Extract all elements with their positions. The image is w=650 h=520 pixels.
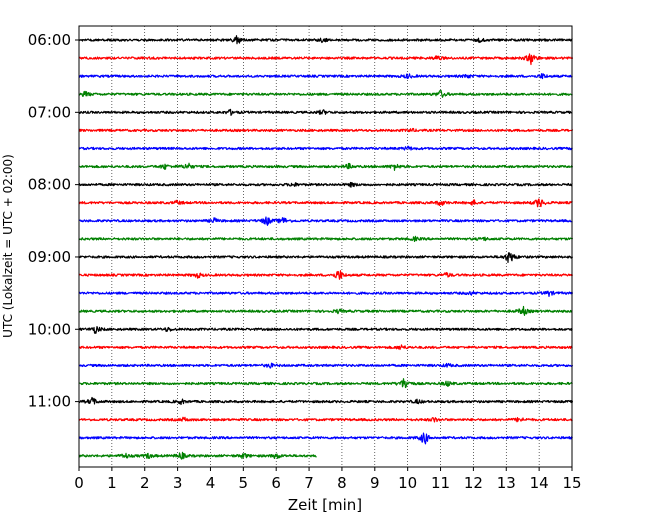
x-tick-label-15: 15 (562, 474, 581, 492)
x-tick-label-10: 10 (398, 474, 417, 492)
x-tick-label-12: 12 (464, 474, 483, 492)
x-tick-label-3: 3 (173, 474, 183, 492)
trace-1015 (78, 344, 573, 351)
x-axis-ticks: 0 1 2 3 4 5 6 7 8 9 10 11 12 13 14 15 (74, 467, 582, 492)
plot-area (78, 25, 574, 468)
trace-0600 (78, 35, 573, 45)
trace-1130 (78, 432, 573, 445)
trace-1100 (78, 396, 574, 406)
x-tick-label-1: 1 (107, 474, 117, 492)
trace-0645 (78, 89, 573, 98)
x-tick-label-2: 2 (140, 474, 150, 492)
x-axis-label: Zeit [min] (288, 496, 362, 514)
trace-0815 (78, 198, 573, 208)
x-tick-label-8: 8 (337, 474, 347, 492)
y-tick-label-4: 10:00 (28, 320, 71, 338)
y-tick-label-5: 11:00 (28, 393, 71, 411)
x-tick-label-4: 4 (206, 474, 216, 492)
trace-0845 (78, 235, 574, 243)
trace-0615 (78, 53, 574, 66)
trace-0800 (78, 181, 573, 188)
trace-0715 (78, 127, 574, 133)
trace-1030 (78, 362, 574, 369)
plot-border (78, 25, 573, 468)
trace-0900 (78, 251, 574, 264)
y-axis-ticks: 06:00 07:00 08:00 09:00 10:00 11:00 (28, 31, 79, 411)
trace-1000 (78, 325, 573, 335)
trace-0730 (78, 145, 573, 151)
plot-frame (79, 26, 572, 467)
trace-0630 (78, 73, 573, 80)
x-tick-label-6: 6 (271, 474, 281, 492)
y-tick-label-2: 08:00 (28, 176, 71, 194)
x-tick-label-11: 11 (431, 474, 450, 492)
trace-0945 (78, 305, 573, 316)
y-tick-label-3: 09:00 (28, 248, 71, 266)
x-tick-label-9: 9 (370, 474, 380, 492)
x-tick-label-13: 13 (497, 474, 516, 492)
x-tick-label-7: 7 (304, 474, 314, 492)
trace-1115 (78, 416, 573, 423)
trace-0915 (78, 270, 574, 280)
trace-1045 (78, 378, 573, 389)
x-tick-label-5: 5 (239, 474, 249, 492)
y-axis-label: UTC (Lokalzeit = UTC + 02:00) (1, 154, 15, 338)
y-tick-label-1: 07:00 (28, 103, 71, 121)
trace-0700 (78, 108, 573, 116)
y-tick-label-0: 06:00 (28, 31, 71, 49)
trace-1145 (78, 451, 317, 460)
trace-0830 (78, 216, 573, 226)
trace-0930 (78, 290, 574, 297)
trace-group (78, 35, 574, 460)
trace-0745 (78, 162, 574, 171)
x-tick-label-0: 0 (74, 474, 84, 492)
x-tick-label-14: 14 (530, 474, 549, 492)
